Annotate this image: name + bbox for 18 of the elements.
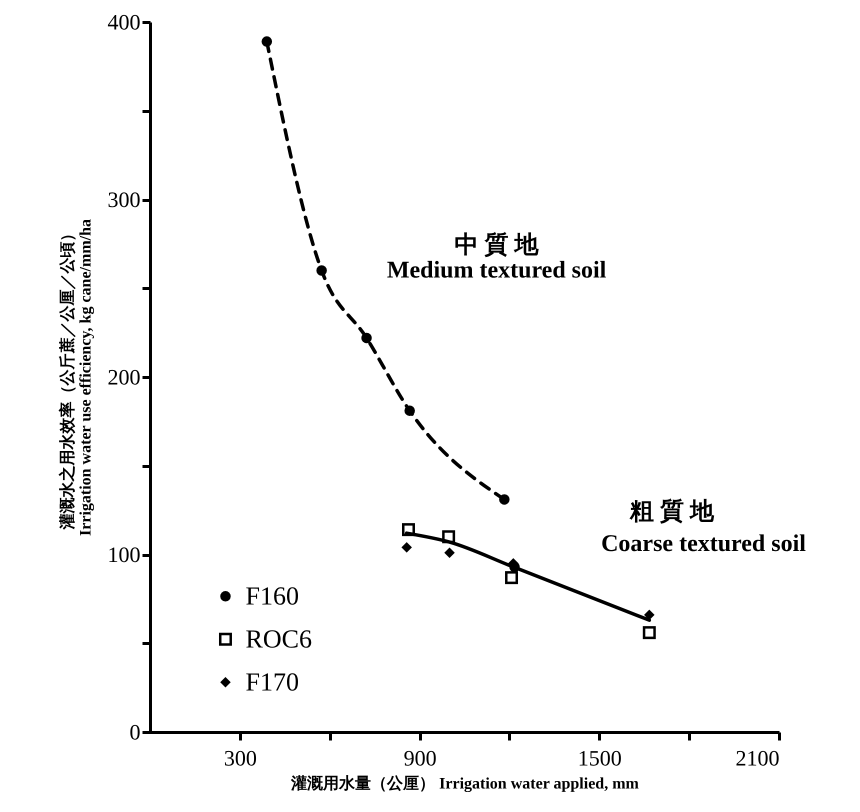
x-axis-title: 灌溉用水量（公厘） Irrigation water applied, mm (290, 774, 640, 792)
y-tick-label: 300 (108, 187, 140, 212)
x-tick-label: 900 (404, 746, 437, 770)
x-tick-label: 1500 (578, 746, 622, 770)
legend-label: F160 (245, 581, 299, 610)
annotation: 中 質 地 (454, 232, 540, 259)
y-tick-label: 100 (108, 542, 140, 567)
y-axis-title: 灌溉水之用水效率（公斤蔗／公厘／公頃） Irrigation water use efficiency, kg cane/mm/ha (58, 219, 94, 536)
legend-label: F170 (245, 667, 299, 696)
y-tick-label: 0 (130, 720, 140, 744)
annotation: Coarse textured soil (601, 530, 806, 557)
x-tick-label: 2100 (736, 746, 780, 770)
x-tick-label: 300 (224, 746, 257, 770)
legend-label: ROC6 (245, 624, 312, 654)
annotation: Medium textured soil (386, 258, 607, 284)
y-tick-label: 200 (108, 364, 140, 390)
y-tick-label: 400 (108, 10, 140, 34)
annotation: 粗 質 地 (629, 498, 716, 525)
